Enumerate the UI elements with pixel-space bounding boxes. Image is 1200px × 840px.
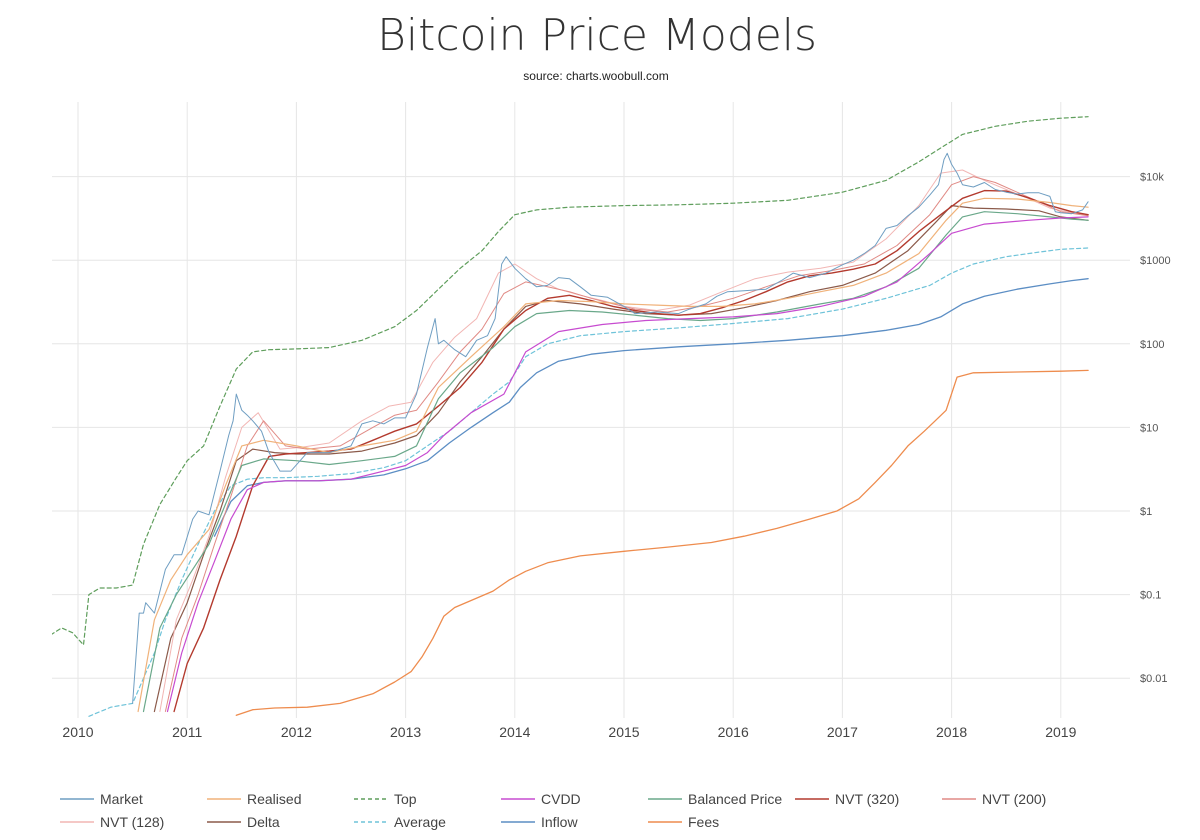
y-tick-label: $1 — [1140, 506, 1152, 518]
legend-label: Delta — [247, 814, 280, 830]
series-line-nvt-200 — [164, 176, 1089, 712]
legend-item[interactable]: Balanced Price — [648, 791, 782, 807]
x-tick-label: 2019 — [1045, 724, 1076, 740]
legend-label: Balanced Price — [688, 791, 782, 807]
series-line-market — [132, 152, 1089, 704]
legend-item[interactable]: Average — [354, 814, 446, 830]
x-tick-label: 2012 — [281, 724, 312, 740]
legend-item[interactable]: Top — [354, 791, 417, 807]
series-line-cvdd — [166, 216, 1089, 713]
series-line-realised — [137, 197, 1089, 713]
x-tick-label: 2011 — [172, 724, 202, 740]
legend-label: Average — [394, 814, 446, 830]
x-tick-label: 2010 — [62, 724, 93, 740]
x-tick-label: 2013 — [390, 724, 421, 740]
legend-label: Top — [394, 791, 417, 807]
x-tick-label: 2014 — [499, 724, 530, 740]
y-tick-label: $0.1 — [1140, 590, 1161, 602]
legend-item[interactable]: NVT (320) — [795, 791, 899, 807]
series-line-delta — [153, 205, 1089, 713]
series-line-average — [88, 247, 1089, 717]
legend-label: NVT (200) — [982, 791, 1046, 807]
series-line-nvt-320 — [173, 189, 1089, 713]
y-tick-label: $0.01 — [1140, 673, 1168, 685]
series-line-nvt-128 — [159, 169, 1089, 712]
y-axis-tick-labels: $0.01 $0.1 $1 $10 $100 $1000 $10k — [1140, 172, 1171, 686]
legend-item[interactable]: Market — [60, 791, 143, 807]
legend-item[interactable]: Fees — [648, 814, 719, 830]
legend-item[interactable]: NVT (200) — [942, 791, 1046, 807]
y-tick-label: $100 — [1140, 339, 1164, 351]
y-tick-label: $1000 — [1140, 255, 1171, 267]
y-tick-label: $10 — [1140, 422, 1158, 434]
series-line-balanced-price — [142, 211, 1089, 713]
grid — [52, 102, 1130, 718]
x-tick-label: 2016 — [718, 724, 749, 740]
chart-subtitle: source: charts.woobull.com — [523, 69, 668, 83]
x-tick-label: 2018 — [936, 724, 967, 740]
legend-label: Fees — [688, 814, 719, 830]
legend-label: NVT (320) — [835, 791, 899, 807]
x-axis-tick-labels: 2010 2011 2012 2013 2014 2015 2016 2017 2018 2019 — [62, 724, 1076, 740]
legend-item[interactable]: CVDD — [501, 791, 581, 807]
legend-item[interactable]: Realised — [207, 791, 301, 807]
x-tick-label: 2015 — [608, 724, 639, 740]
legend-label: Market — [100, 791, 143, 807]
legend-item[interactable]: NVT (128) — [60, 814, 164, 830]
legend-label: NVT (128) — [100, 814, 164, 830]
series-line-top — [52, 116, 1089, 646]
legend[interactable]: Market Realised Top CVDD Balanced Price NVT (… — [60, 791, 1046, 830]
legend-label: Realised — [247, 791, 301, 807]
legend-label: CVDD — [541, 791, 581, 807]
legend-label: Inflow — [541, 814, 578, 830]
y-tick-label: $10k — [1140, 172, 1164, 184]
series-lines — [52, 116, 1089, 717]
chart-title: Bitcoin Price Models — [377, 10, 817, 61]
x-tick-label: 2017 — [827, 724, 858, 740]
legend-item[interactable]: Delta — [207, 814, 280, 830]
series-line-fees — [235, 369, 1089, 716]
legend-item[interactable]: Inflow — [501, 814, 578, 830]
